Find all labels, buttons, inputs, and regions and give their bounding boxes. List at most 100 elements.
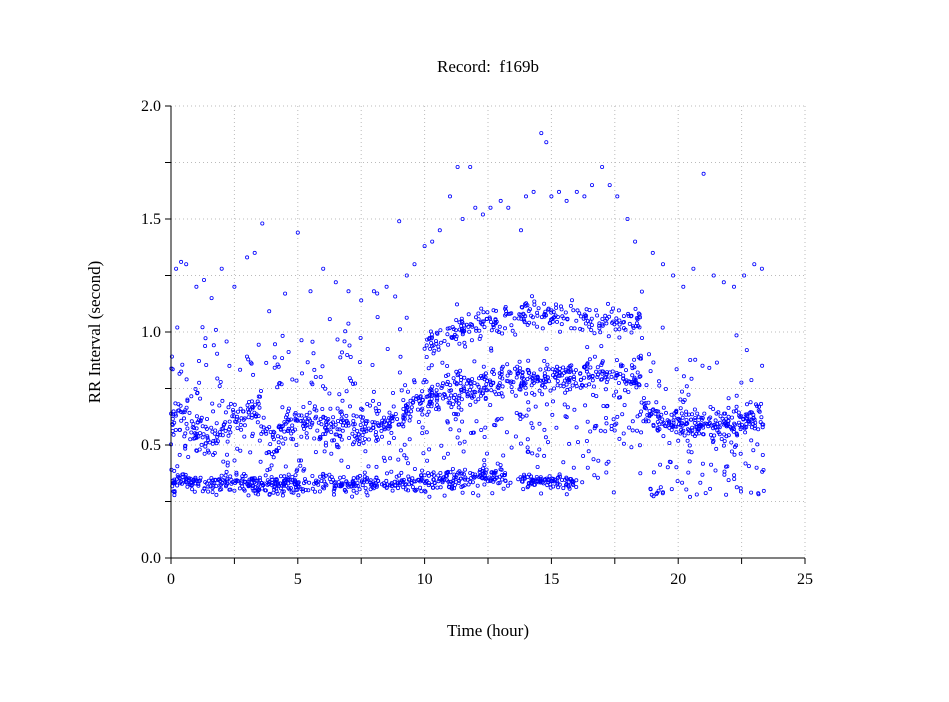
data-point [700, 472, 705, 477]
data-point [436, 407, 441, 412]
data-point [313, 450, 318, 455]
data-point [640, 335, 645, 340]
data-point [319, 478, 324, 483]
data-point [506, 205, 511, 210]
data-point [539, 491, 544, 496]
data-point [339, 437, 344, 442]
data-point [672, 415, 677, 420]
data-point [318, 374, 323, 379]
data-point [657, 427, 662, 432]
data-point [285, 478, 290, 483]
data-point [552, 315, 557, 320]
data-point [179, 481, 184, 486]
data-point [401, 413, 406, 418]
data-point [587, 382, 592, 387]
data-point [671, 424, 676, 429]
data-point [544, 140, 549, 145]
data-point [228, 430, 233, 435]
data-point [513, 434, 518, 439]
data-point [500, 394, 505, 399]
data-point [307, 410, 312, 415]
data-point [426, 366, 431, 371]
data-point [661, 405, 666, 410]
data-point [477, 473, 482, 478]
data-point [474, 326, 479, 331]
data-point [536, 306, 541, 311]
data-point [460, 490, 465, 495]
data-point [724, 464, 729, 469]
data-point [700, 461, 705, 466]
data-point [454, 412, 459, 417]
data-point [211, 409, 216, 414]
data-point [423, 489, 428, 494]
data-point [455, 164, 460, 169]
data-point [340, 428, 345, 433]
data-point [221, 459, 226, 464]
data-point [603, 429, 608, 434]
data-point [483, 396, 488, 401]
data-point [403, 383, 408, 388]
data-point [532, 302, 537, 307]
data-point [245, 255, 250, 260]
data-point [256, 342, 261, 347]
data-point [604, 461, 609, 466]
data-point [420, 412, 425, 417]
data-point [373, 430, 378, 435]
data-point [295, 487, 300, 492]
data-point [299, 338, 304, 343]
data-point [595, 475, 600, 480]
data-point [321, 473, 326, 478]
data-point [475, 483, 480, 488]
data-point [231, 409, 236, 414]
data-point [565, 387, 570, 392]
data-point [404, 409, 409, 414]
data-point [355, 437, 360, 442]
data-point [246, 493, 251, 498]
data-point [597, 323, 602, 328]
data-point [493, 308, 498, 313]
data-point [743, 416, 748, 421]
data-point [494, 475, 499, 480]
data-point [402, 442, 407, 447]
data-point [495, 328, 500, 333]
data-point [510, 389, 515, 394]
data-point [713, 468, 718, 473]
data-point [292, 478, 297, 483]
data-point [436, 405, 441, 410]
data-point [316, 420, 321, 425]
data-point [661, 420, 666, 425]
data-point [540, 383, 545, 388]
data-point [509, 323, 514, 328]
data-point [295, 467, 300, 472]
data-point [212, 450, 217, 455]
data-point [446, 342, 451, 347]
data-point [558, 474, 563, 479]
data-point [721, 443, 726, 448]
data-point [462, 340, 467, 345]
data-point [374, 464, 379, 469]
data-point [522, 474, 527, 479]
data-point [743, 461, 748, 466]
data-point [240, 484, 245, 489]
data-point [420, 398, 425, 403]
data-point [228, 474, 233, 479]
data-point [329, 451, 334, 456]
data-point [217, 487, 222, 492]
data-point [339, 458, 344, 463]
data-point [600, 323, 605, 328]
data-point [435, 331, 440, 336]
data-point [312, 407, 317, 412]
data-point [425, 458, 430, 463]
data-point [552, 370, 557, 375]
data-point [342, 339, 347, 344]
data-point [331, 424, 336, 429]
data-point [761, 488, 766, 493]
data-point [476, 397, 481, 402]
data-point [439, 385, 444, 390]
data-point [549, 310, 554, 315]
data-point [621, 376, 626, 381]
data-point [470, 395, 475, 400]
data-point [436, 344, 441, 349]
data-point [384, 478, 389, 483]
data-point [722, 439, 727, 444]
